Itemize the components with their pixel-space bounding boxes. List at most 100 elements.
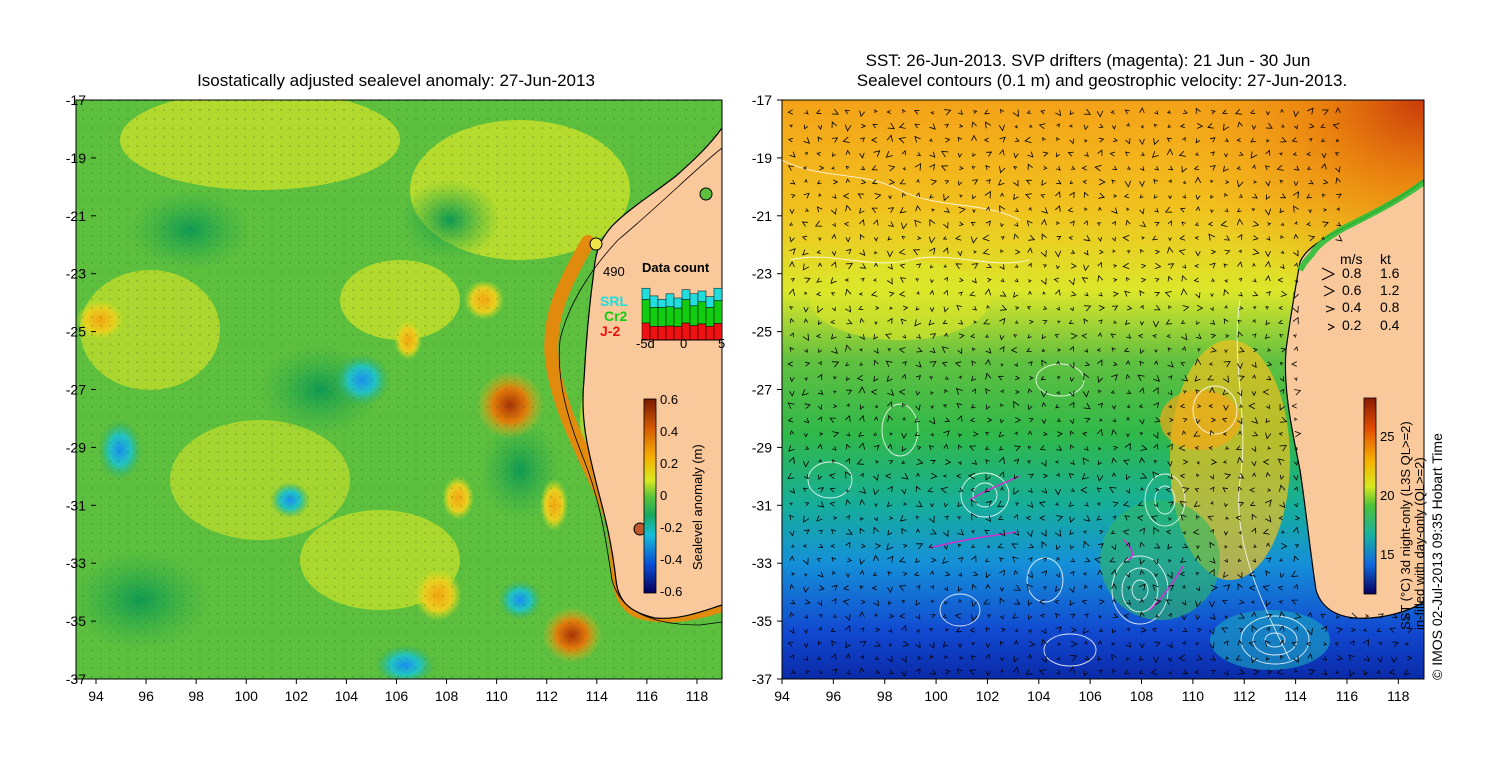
right-map-field — [782, 100, 1424, 679]
sst-tick-1: 20 — [1380, 488, 1394, 503]
right-ytick-3: -23 — [752, 266, 772, 282]
left-ytick-7: -31 — [66, 497, 86, 513]
vector-legend-header-ms: m/s — [1340, 251, 1363, 267]
left-map-y-axis: -17 -19 -21 -23 -25 -27 -29 -31 -33 -35 -37 — [66, 92, 96, 687]
inset-bar-cr2 — [649, 307, 659, 327]
right-ytick-5: -27 — [752, 382, 772, 398]
inset-bar-srl — [649, 295, 659, 308]
inset-bar-cr2 — [689, 305, 699, 326]
left-ytick-1: -19 — [66, 150, 86, 166]
left-ytick-6: -29 — [66, 439, 86, 455]
sst-colorbar-label-2: in-filled with day-only (QL>=2) — [1412, 457, 1427, 630]
inset-bar-j2 — [705, 326, 715, 341]
sla-tick-2: 0.2 — [660, 456, 678, 471]
right-xtick-4: 102 — [976, 688, 1000, 704]
sla-tick-5: -0.4 — [660, 552, 682, 567]
left-xtick-5: 104 — [335, 688, 359, 704]
inset-bar-cr2 — [657, 307, 667, 327]
sla-tick-1: 0.4 — [660, 424, 678, 439]
right-xtick-7: 108 — [1130, 688, 1154, 704]
vector-legend-kt-1: 1.2 — [1380, 282, 1400, 298]
right-xtick-5: 104 — [1027, 688, 1051, 704]
right-xtick-6: 106 — [1078, 688, 1102, 704]
inset-bar-srl — [665, 293, 675, 307]
inset-xtick-0: -5d — [636, 336, 655, 351]
right-map-y-axis: -17 -19 -21 -23 -25 -27 -29 -31 -33 -35 -37 — [752, 92, 782, 687]
inset-bar-cr2 — [665, 306, 675, 327]
sla-tick-4: -0.2 — [660, 520, 682, 535]
right-ytick-0: -17 — [752, 92, 772, 108]
legend-srl: SRL — [600, 293, 628, 309]
vector-legend-ms-2: 0.4 — [1342, 299, 1362, 315]
left-xtick-8: 110 — [485, 688, 508, 704]
inset-xtick-1: 0 — [680, 336, 687, 351]
right-map-land — [1285, 180, 1424, 619]
inset-bar-srl — [713, 287, 723, 301]
vector-legend-kt-0: 1.6 — [1380, 265, 1400, 281]
inset-bar-j2 — [665, 325, 675, 341]
inset-bar-srl — [641, 287, 651, 300]
vector-legend-ms-1: 0.6 — [1342, 282, 1362, 298]
inset-bar-srl — [657, 299, 667, 308]
sla-tick-0: 0.6 — [660, 392, 678, 407]
sla-colorbar: 0.6 0.4 0.2 0 -0.2 -0.4 -0.6 Sealevel an… — [643, 392, 705, 599]
right-ytick-8: -33 — [752, 555, 772, 571]
inset-bar-cr2 — [673, 307, 683, 327]
vector-legend-kt-2: 0.8 — [1380, 299, 1400, 315]
right-ytick-1: -19 — [752, 150, 772, 166]
left-map-x-axis: 94 96 98 100 102 104 106 108 110 112 114 116 118 — [88, 679, 708, 704]
inset-bar-srl — [673, 297, 683, 309]
left-ytick-4: -25 — [66, 324, 86, 340]
sla-tick-6: -0.6 — [660, 584, 682, 599]
left-map-title: Isostatically adjusted sealevel anomaly:… — [197, 71, 595, 90]
left-xtick-1: 96 — [138, 688, 154, 704]
left-map-field — [76, 100, 722, 679]
vector-legend-header-kt: kt — [1380, 251, 1391, 267]
inset-bar-j2 — [689, 325, 699, 341]
vector-legend-ms-0: 0.8 — [1342, 265, 1362, 281]
left-ytick-3: -23 — [66, 266, 86, 282]
left-xtick-6: 106 — [385, 688, 409, 704]
left-ytick-5: -27 — [66, 382, 86, 398]
right-xtick-11: 116 — [1336, 688, 1359, 704]
left-xtick-9: 112 — [536, 688, 559, 704]
right-map-x-axis: 94 96 98 100 102 104 106 108 110 112 114 116 118 — [774, 679, 1410, 704]
left-xtick-3: 100 — [235, 688, 259, 704]
left-xtick-0: 94 — [88, 688, 104, 704]
right-map-title-line1: SST: 26-Jun-2013. SVP drifters (magenta)… — [866, 51, 1311, 70]
right-ytick-9: -35 — [752, 613, 772, 629]
right-ytick-6: -29 — [752, 439, 772, 455]
inset-bar-srl — [689, 293, 699, 307]
inset-bar-srl — [681, 289, 691, 300]
inset-xtick-2: 5 — [718, 336, 725, 351]
right-xtick-12: 118 — [1387, 688, 1410, 704]
sla-tick-3: 0 — [660, 488, 667, 503]
right-ytick-7: -31 — [752, 497, 772, 513]
imos-credit: © IMOS 02-Jul-2013 09:35 Hobart Time — [1429, 433, 1445, 680]
inset-bar-srl — [705, 296, 715, 308]
vector-legend-kt-3: 0.4 — [1380, 317, 1400, 333]
inset-bar-j2 — [697, 323, 707, 341]
data-count-title: Data count — [642, 260, 710, 275]
left-xtick-7: 108 — [435, 688, 459, 704]
sst-tick-0: 25 — [1380, 429, 1394, 444]
inset-bar-srl — [697, 290, 707, 303]
sst-tick-2: 15 — [1380, 547, 1394, 562]
left-ytick-8: -33 — [66, 555, 86, 571]
sla-colorbar-label: Sealevel anomaly (m) — [690, 444, 705, 570]
right-xtick-1: 96 — [826, 688, 842, 704]
right-xtick-10: 114 — [1284, 688, 1307, 704]
right-xtick-3: 100 — [924, 688, 948, 704]
sst-colorbar-label-1: SST (°C) 3d night-only (L3S QL>=2) — [1398, 421, 1413, 630]
right-map-title-line2: Sealevel contours (0.1 m) and geostrophi… — [857, 71, 1347, 90]
inset-bar-cr2 — [681, 299, 691, 324]
left-ytick-2: -21 — [66, 208, 86, 224]
left-xtick-12: 118 — [686, 688, 709, 704]
left-xtick-2: 98 — [188, 688, 204, 704]
left-ytick-0: -17 — [66, 92, 86, 108]
legend-cr2: Cr2 — [604, 308, 628, 324]
inset-bar-cr2 — [705, 307, 715, 327]
left-xtick-10: 114 — [586, 688, 609, 704]
vector-legend-ms-3: 0.2 — [1342, 317, 1362, 333]
